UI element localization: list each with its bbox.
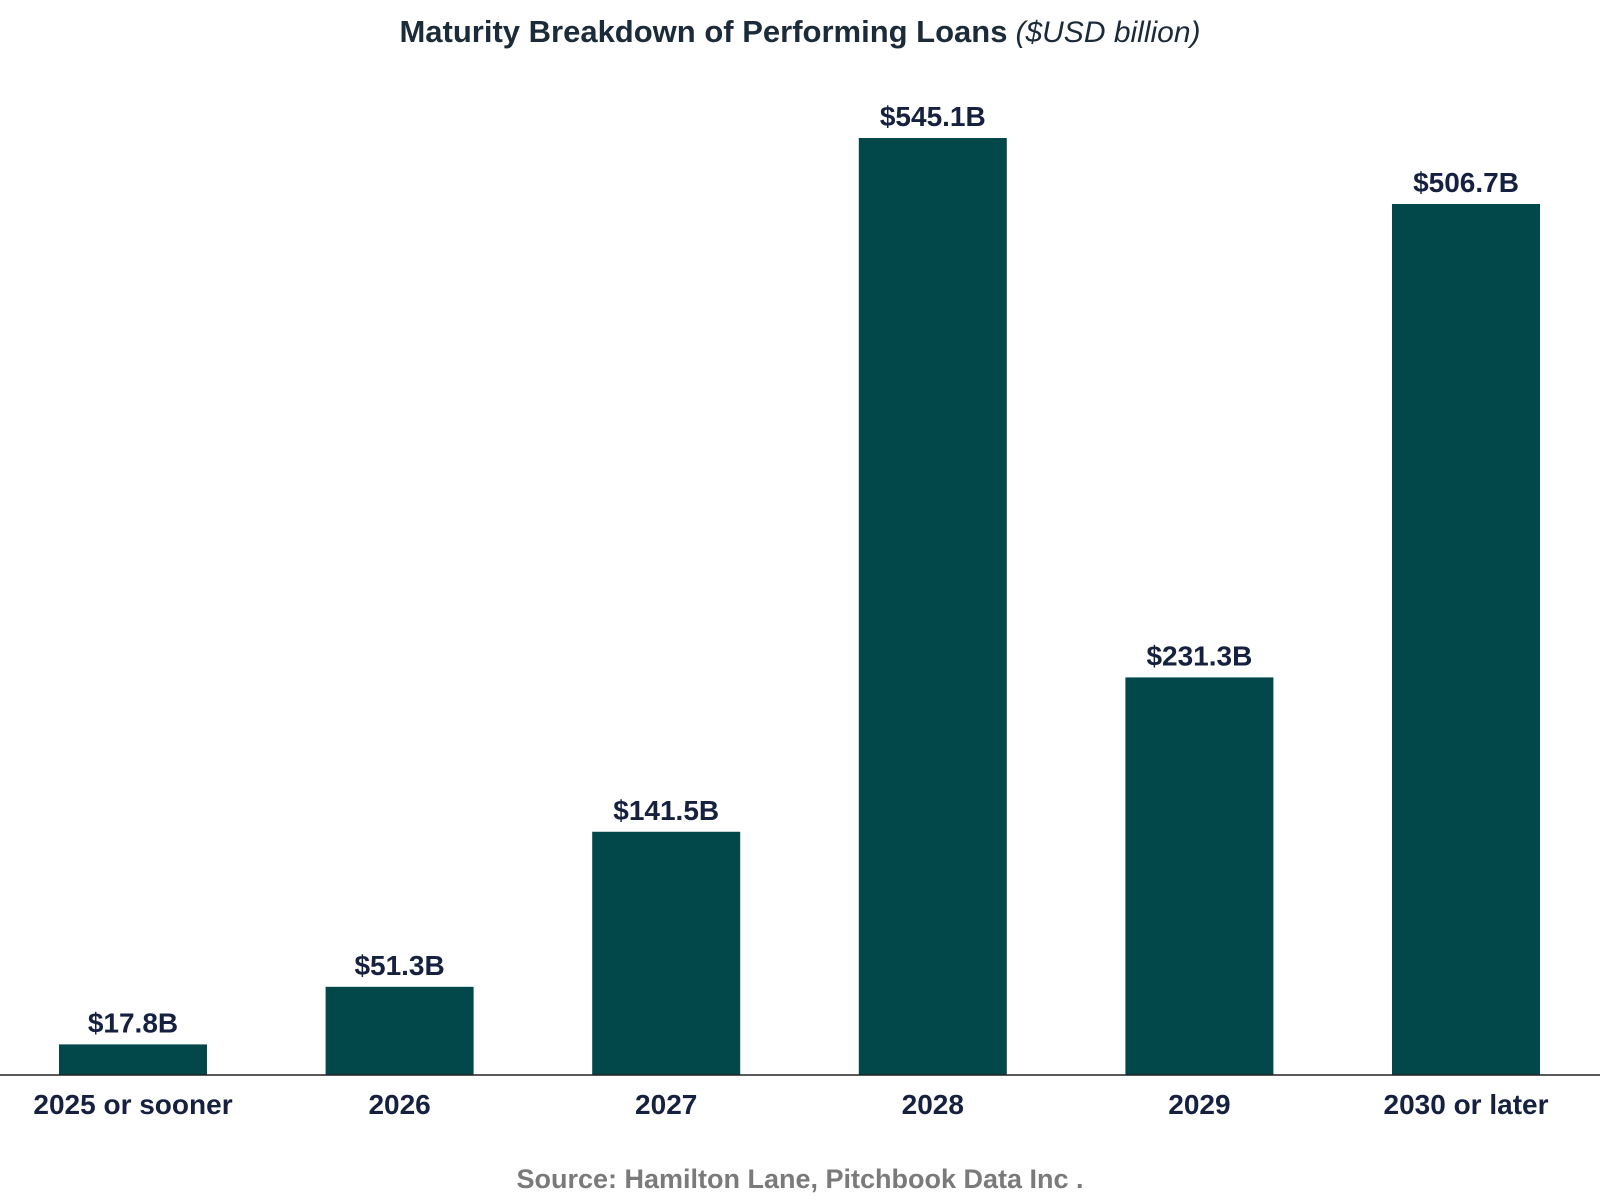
chart-subtitle: ($USD billion)	[1015, 16, 1200, 49]
data-label: $141.5B	[613, 795, 719, 826]
data-label: $231.3B	[1146, 640, 1252, 671]
data-label: $51.3B	[354, 950, 444, 981]
bars-group: $17.8B 2025 or sooner $51.3B 2026 $141.5B 202…	[33, 101, 1548, 1120]
x-tick-label: 2029	[1168, 1089, 1230, 1120]
x-tick-label: 2025 or sooner	[33, 1089, 232, 1120]
bar-2027	[592, 831, 741, 1075]
bar-2026	[325, 986, 474, 1075]
bar-2028	[858, 138, 1007, 1075]
x-tick-label: 2030 or later	[1384, 1089, 1549, 1120]
bar-2030-or-later	[1392, 204, 1540, 1076]
data-label: $545.1B	[880, 101, 986, 132]
source-note: Source: Hamilton Lane, Pitchbook Data In…	[516, 1164, 1083, 1194]
chart-title: Maturity Breakdown of Performing Loans	[399, 14, 1007, 49]
bar-2029	[1125, 677, 1274, 1075]
bar-2025-or-sooner	[59, 1044, 207, 1075]
x-tick-label: 2027	[635, 1089, 697, 1120]
x-tick-label: 2026	[368, 1089, 430, 1120]
data-label: $506.7B	[1413, 167, 1519, 198]
data-label: $17.8B	[88, 1007, 178, 1038]
x-tick-label: 2028	[902, 1089, 964, 1120]
chart-title-group: Maturity Breakdown of Performing Loans ($…	[399, 14, 1200, 49]
